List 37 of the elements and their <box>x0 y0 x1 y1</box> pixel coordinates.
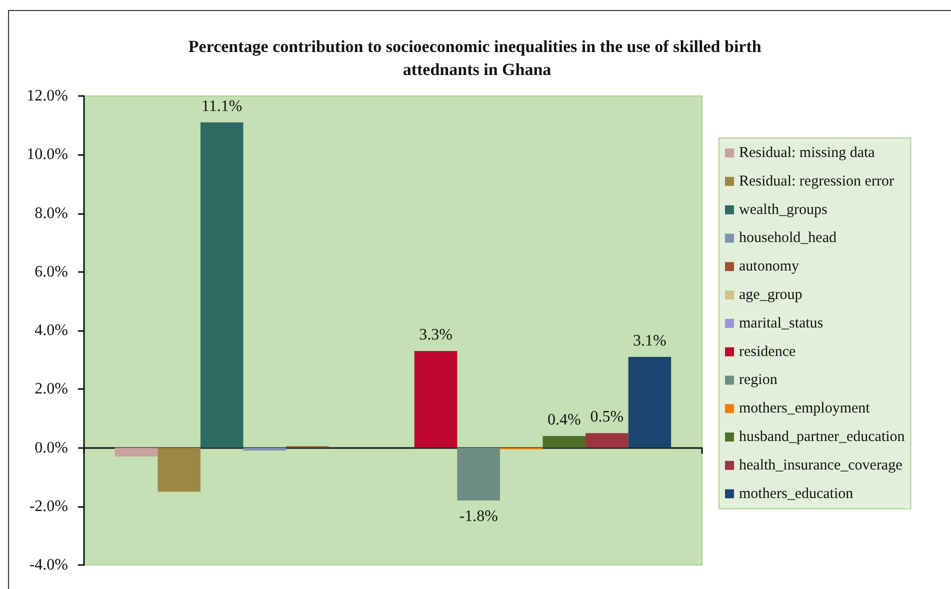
legend-label: health_insurance_coverage <box>739 457 903 474</box>
y-tick-label: -2.0% <box>29 498 68 515</box>
y-tick-label: 4.0% <box>34 322 68 339</box>
bar <box>114 448 158 457</box>
legend-label: marital_status <box>739 315 824 332</box>
y-tick-label: 10.0% <box>26 146 68 164</box>
y-tick-label: 2.0% <box>34 380 68 398</box>
bar <box>414 351 458 448</box>
legend-label: Residual: missing data <box>739 145 876 161</box>
data-label: 0.5% <box>590 408 624 426</box>
y-tick-label: -4.0% <box>29 556 68 574</box>
y-tick-label: 0.0% <box>34 439 68 456</box>
legend-label: Residual: regression error <box>739 173 894 190</box>
legend-label: residence <box>739 344 796 360</box>
data-label: 3.3% <box>419 326 452 344</box>
data-label: 3.1% <box>633 332 666 350</box>
y-tick-label: 12.0% <box>26 88 68 104</box>
legend-label: wealth_groups <box>739 202 828 218</box>
legend-label: mothers_employment <box>739 400 871 417</box>
legend-label: region <box>739 372 778 388</box>
legend-label: husband_partner_education <box>739 429 906 445</box>
data-label: 11.1% <box>201 98 242 115</box>
bar <box>628 356 672 448</box>
bar <box>457 448 500 501</box>
data-label: -1.8% <box>459 508 498 526</box>
data-label: 0.4% <box>547 412 581 429</box>
y-tick-label: 6.0% <box>34 263 68 280</box>
bar <box>200 122 244 448</box>
chart-title: Percentage contribution to socioeconomic inequalities in the use of skilled birth attednants in Ghana <box>188 37 766 79</box>
bar <box>586 433 628 448</box>
bar <box>542 436 586 448</box>
legend-label: autonomy <box>739 258 800 275</box>
legend-label: mothers_education <box>739 486 854 502</box>
bar <box>158 448 200 492</box>
y-tick-label: 8.0% <box>34 204 68 222</box>
legend-label: age_group <box>739 287 802 303</box>
legend-label: household_head <box>739 230 837 246</box>
